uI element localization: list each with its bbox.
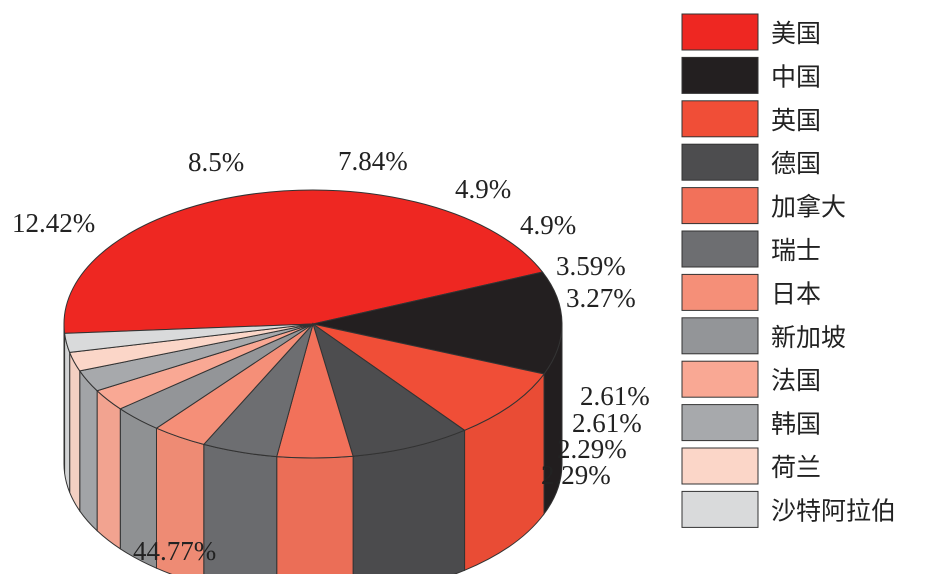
slice-label: 2.61% [580,381,650,411]
legend-item: 日本 [681,273,821,311]
slice-label: 3.27% [566,283,636,313]
legend-item: 瑞士 [681,230,821,268]
legend-item: 美国 [681,13,821,51]
pie-slice-12 [64,323,314,353]
legend-label: 法国 [771,366,821,395]
pie-top-face [63,189,563,459]
legend-swatch [681,187,759,225]
legend-item: 荷兰 [681,447,821,485]
pie-side-10 [79,369,98,532]
legend-item: 法国 [681,360,821,398]
legend-swatch [681,56,759,94]
legend-swatch [681,13,759,51]
legend-item: 韩国 [681,404,821,442]
legend-swatch [681,447,759,485]
slice-label: 2.29% [541,460,611,490]
legend-item: 沙特阿拉伯 [681,490,896,528]
legend-label: 英国 [771,106,821,135]
legend-label: 新加坡 [771,323,846,352]
legend-swatch [681,360,759,398]
legend-label: 日本 [771,279,821,308]
legend-item: 德国 [681,143,821,181]
pie-side-12 [64,333,71,493]
slice-label: 44.77% [133,536,216,566]
legend-item: 英国 [681,100,821,138]
legend-swatch [681,317,759,355]
legend-label: 荷兰 [771,453,821,482]
legend-label: 中国 [771,62,821,91]
pie-slice-2 [312,271,563,375]
legend-label: 沙特阿拉伯 [771,496,896,525]
slice-label: 3.59% [556,251,626,281]
legend-label: 美国 [771,19,821,48]
slice-label: 8.5% [188,147,244,177]
slice-labels: 44.77% 12.42% 8.5% 7.84% 4.9% 4.9% 3.59%3.27% 2… [12,146,650,566]
legend-item: 新加坡 [681,317,846,355]
pie-side-11 [69,352,81,513]
pie-slice-1 [63,189,544,334]
slice-label: 12.42% [12,208,95,238]
pie-side-9 [96,389,121,550]
slice-label: 2.61% [572,408,642,438]
pie-side-walls [63,323,563,574]
slice-label: 2.29% [557,434,627,464]
pie-slice-4 [312,322,466,457]
legend-swatch [681,273,759,311]
legend-swatch [681,404,759,442]
legend-label: 加拿大 [771,193,846,222]
legend-label: 德国 [771,149,821,178]
pie-slice-3 [312,323,545,431]
slice-label: 4.9% [520,210,576,240]
legend-label: 瑞士 [771,236,821,265]
slice-label: 7.84% [338,146,408,176]
legend-label: 韩国 [771,410,821,439]
slice-label: 4.9% [455,174,511,204]
legend-swatch [681,143,759,181]
legend-item: 加拿大 [681,187,846,225]
legend-swatch [681,100,759,138]
legend-swatch [681,230,759,268]
legend-swatch [681,490,759,528]
legend-item: 中国 [681,56,821,94]
pie-side-5 [276,455,354,574]
